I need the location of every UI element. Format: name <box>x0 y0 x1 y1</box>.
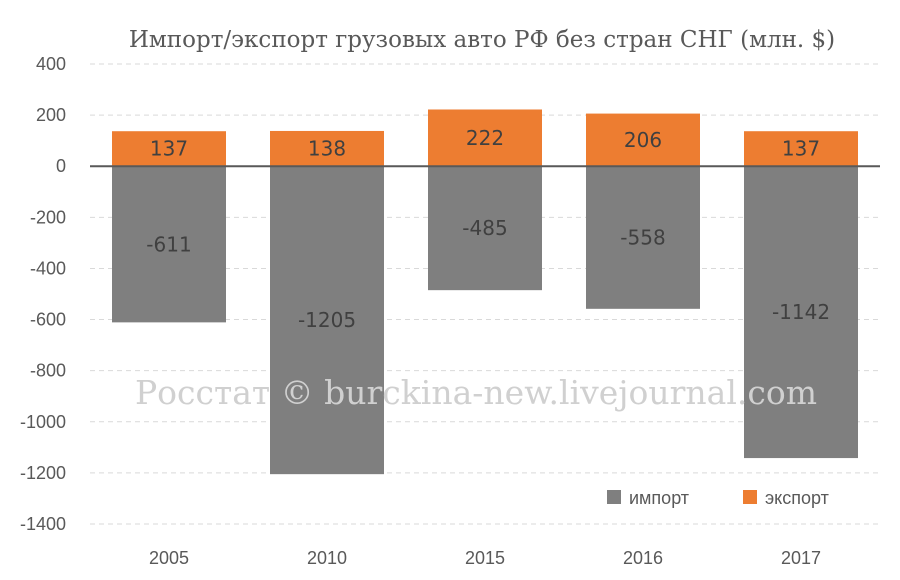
export-label-2016: 206 <box>624 128 662 152</box>
x-axis: 2005 2010 2015 2016 2017 <box>149 548 821 568</box>
x-tick-label: 2017 <box>781 548 821 568</box>
x-tick-label: 2015 <box>465 548 505 568</box>
export-label-2005: 137 <box>150 137 188 161</box>
export-label-2015: 222 <box>466 126 504 150</box>
x-tick-label: 2005 <box>149 548 189 568</box>
y-tick-label: -800 <box>30 361 66 381</box>
x-tick-label: 2010 <box>307 548 347 568</box>
legend-label: экспорт <box>765 488 829 508</box>
import-bar-2010 <box>270 166 384 475</box>
y-axis: 400 200 0 -200 -400 -600 -800 -1000 -1200 -1400 <box>20 54 66 534</box>
watermark: Росстат © burckina-new.livejournal.com <box>135 373 817 412</box>
data-labels: -611 137 -1205 138 -485 222 -558 206 -1142 137 <box>146 126 830 332</box>
export-label-2017: 137 <box>782 137 820 161</box>
export-bar-2005 <box>112 131 226 167</box>
import-bar-2017 <box>744 166 858 459</box>
x-tick-label: 2016 <box>623 548 663 568</box>
export-bar-2010 <box>270 130 384 167</box>
y-tick-label: 0 <box>56 156 66 176</box>
y-tick-label: -1000 <box>20 412 66 432</box>
import-label-2010: -1205 <box>298 308 356 332</box>
import-label-2017: -1142 <box>772 300 830 324</box>
y-tick-label: 200 <box>36 105 66 125</box>
import-label-2005: -611 <box>146 232 191 256</box>
y-tick-label: -400 <box>30 258 66 278</box>
export-bar-2017 <box>744 131 858 167</box>
legend-swatch-экспорт <box>743 490 757 504</box>
export-bar-2015 <box>428 109 542 167</box>
y-tick-label: -600 <box>30 310 66 330</box>
import-bar-2015 <box>428 166 542 291</box>
legend-swatch-импорт <box>607 490 621 504</box>
import-label-2015: -485 <box>462 216 507 240</box>
bars <box>112 109 858 475</box>
export-bar-2016 <box>586 113 700 167</box>
legend-label: импорт <box>629 488 689 508</box>
chart-title: Импорт/экспорт грузовых авто РФ без стра… <box>129 27 835 53</box>
import-bar-2005 <box>112 166 226 323</box>
y-tick-label: 400 <box>36 54 66 74</box>
import-bar-2016 <box>586 166 700 309</box>
legend: импорт экспорт <box>607 488 829 508</box>
y-tick-label: -1200 <box>20 463 66 483</box>
import-label-2016: -558 <box>620 226 665 250</box>
y-tick-label: -1400 <box>20 514 66 534</box>
y-tick-label: -200 <box>30 207 66 227</box>
export-label-2010: 138 <box>308 137 346 161</box>
